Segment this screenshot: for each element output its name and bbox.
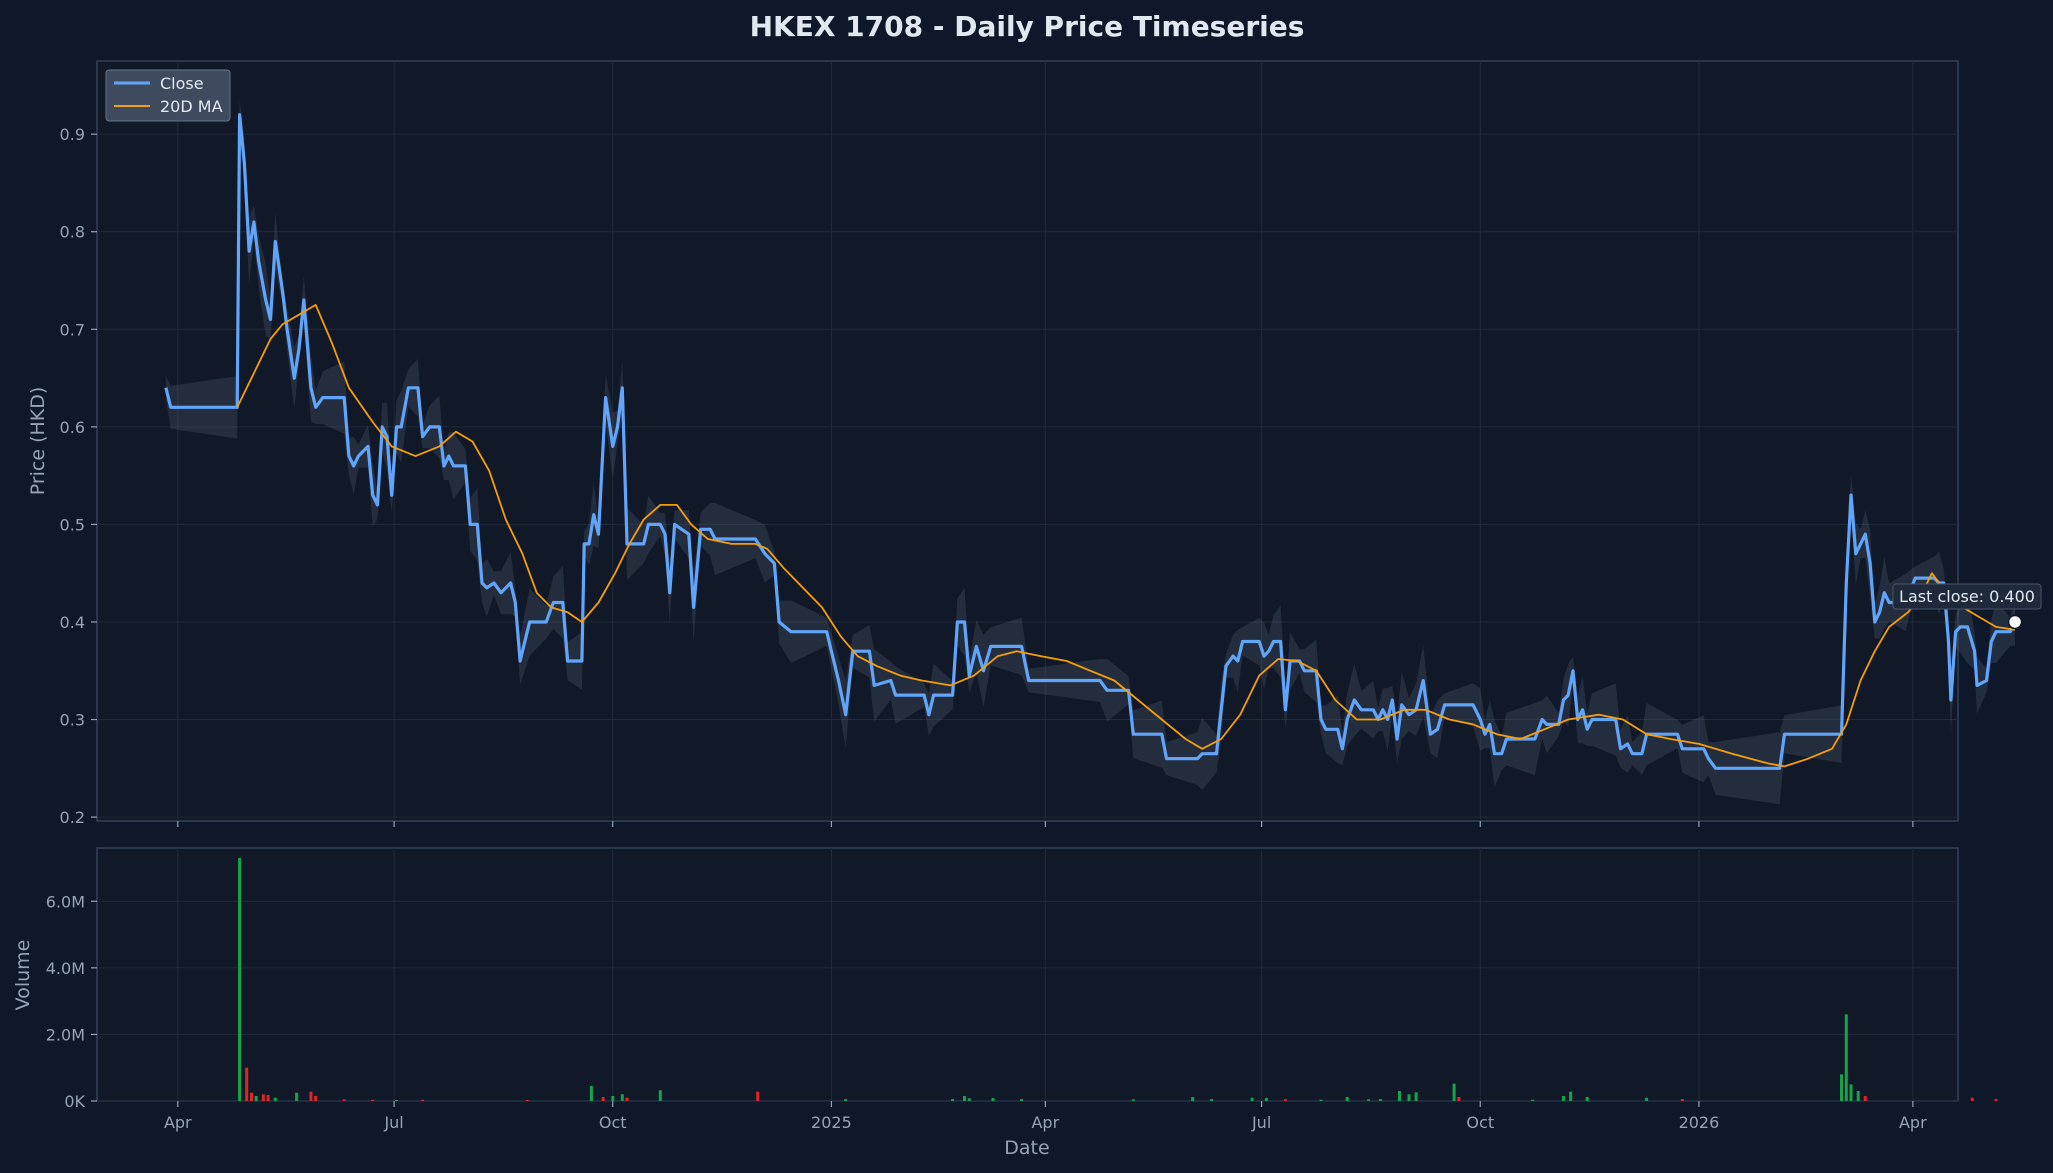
volume-bar [1407,1094,1411,1101]
volume-bar [1970,1097,1974,1101]
volume-bar [658,1090,662,1101]
volume-bar [1585,1097,1589,1101]
volume-bar [844,1099,848,1101]
close-series-line [164,113,2017,770]
last-close-marker [2007,614,2023,630]
volume-bar [967,1098,971,1101]
volume-bar [1131,1099,1135,1101]
volume-bar [254,1096,258,1101]
volume-bar [1849,1084,1853,1101]
volume-bar [1191,1097,1195,1101]
price-grid [97,61,1958,821]
volume-bar [371,1099,375,1101]
x-axis-ticks: Apr Jul Oct 2025 Apr Jul Oct 2026 Apr [164,821,1927,1132]
legend-ma-label: 20D MA [160,97,223,116]
volume-bar [756,1091,760,1101]
volume-bar [295,1092,299,1101]
ma-series-line [236,303,2016,768]
volume-bar [991,1098,995,1101]
volume-bar [1680,1099,1684,1101]
last-close-annotation: Last close: 0.400 [1892,583,2042,610]
volume-bar [601,1097,605,1101]
volume-bar [1452,1083,1456,1101]
volume-y-tick-label: 4.0M [46,959,85,978]
price-y-ticks: 0.2 0.3 0.4 0.5 0.6 0.7 0.8 0.9 [60,125,97,827]
price-y-tick-label: 0.7 [60,320,85,339]
x-tick-label: 2025 [811,1113,852,1132]
price-y-tick-label: 0.3 [60,711,85,730]
volume-bar [1283,1099,1287,1101]
price-y-tick-label: 0.4 [60,613,85,632]
volume-bar [1020,1099,1024,1101]
volume-bars [238,858,1998,1101]
x-tick-label: Apr [1031,1113,1059,1132]
volume-bar [589,1086,593,1101]
volume-bar [342,1099,346,1101]
volume-bar [314,1096,318,1101]
price-y-axis-label: Price (HKD) [27,387,49,496]
volume-bar [525,1100,529,1101]
volume-bar [1398,1091,1401,1101]
last-close-label: Last close: 0.400 [1899,587,2035,606]
volume-bar [1367,1099,1371,1101]
volume-y-tick-label: 0K [64,1092,85,1111]
volume-bar [951,1099,955,1101]
legend-close-label: Close [160,74,204,93]
volume-bar [1840,1074,1843,1101]
legend: Close 20D MA [105,69,231,122]
last-close-label-box [1892,583,2042,610]
volume-bar [1414,1092,1418,1101]
volume-y-tick-label: 2.0M [46,1025,85,1044]
volume-bar [611,1096,615,1101]
volume-bar [1994,1099,1998,1101]
volume-bar [1319,1099,1323,1101]
x-tick-label: Apr [1899,1113,1927,1132]
x-tick-label: Jul [383,1113,403,1132]
volume-bar [1856,1091,1860,1101]
volume-plot-area [96,847,1959,1102]
volume-bar [1457,1097,1461,1101]
x-tick-label: Apr [164,1113,192,1132]
x-axis-label: Date [1004,1137,1049,1159]
price-y-tick-label: 0.8 [60,223,85,242]
volume-bar [266,1095,270,1101]
volume-y-tick-label: 6.0M [46,892,85,911]
price-series-layer [164,100,2023,805]
volume-bar [250,1092,253,1101]
price-plot-area [96,60,1959,822]
price-y-tick-label: 0.9 [60,125,85,144]
volume-bar [1844,1014,1848,1101]
price-y-tick-label: 0.2 [60,808,85,827]
volume-bar [273,1097,277,1101]
volume-bar [963,1096,966,1101]
volume-bar [1210,1099,1214,1101]
volume-bar [421,1099,425,1101]
volume-bar [1250,1097,1254,1101]
volume-bar [238,858,242,1101]
volume-bar [1562,1096,1565,1101]
volume-bar [1863,1096,1867,1101]
x-tick-label: Oct [1466,1113,1494,1132]
volume-y-axis-label: Volume [12,940,34,1011]
x-tick-label: Jul [1251,1113,1271,1132]
volume-bar [1264,1098,1268,1101]
volume-bar [1378,1099,1382,1101]
volume-bar [1531,1099,1535,1101]
volume-bar [309,1091,313,1101]
price-y-tick-label: 0.5 [60,515,85,534]
chart-title: HKEX 1708 - Daily Price Timeseries [750,10,1305,43]
volume-bar [1569,1091,1573,1101]
price-y-tick-label: 0.6 [60,418,85,437]
volume-bar [1345,1097,1349,1101]
volume-bar [625,1097,629,1101]
volume-bar [261,1094,265,1101]
volume-bar [1645,1097,1649,1101]
volume-bar [245,1067,249,1101]
volume-y-ticks: 0K 2.0M 4.0M 6.0M [46,892,97,1111]
x-tick-label: 2026 [1679,1113,1720,1132]
x-tick-label: Oct [599,1113,627,1132]
volume-bar [620,1094,624,1101]
volume-bar [395,1100,398,1101]
